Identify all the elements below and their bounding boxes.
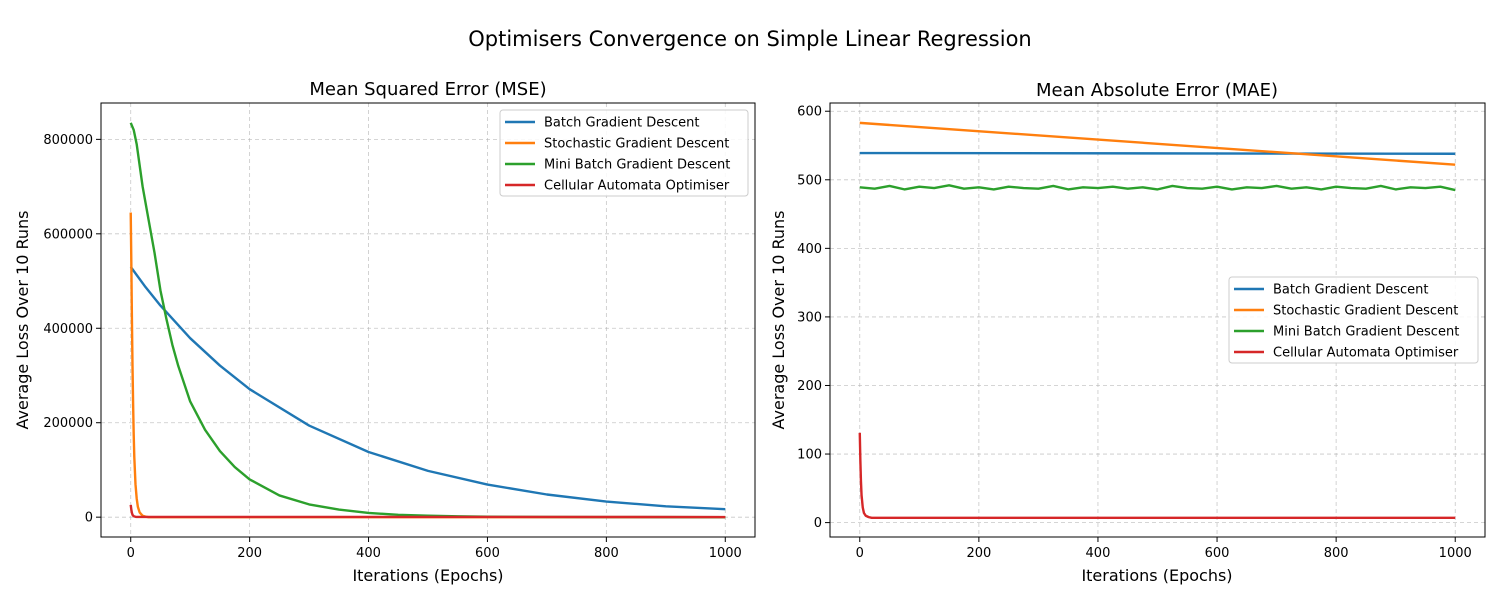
x-tick-label: 200 [966, 546, 991, 561]
legend-entry-stochastic-gradient-descent: Stochastic Gradient Descent [1273, 304, 1458, 319]
x-axis-label: Iterations (Epochs) [1081, 566, 1232, 585]
x-tick-label: 0 [127, 546, 135, 561]
y-axis-label: Average Loss Over 10 Runs [769, 211, 788, 430]
chart-mse: Mean Squared Error (MSE) Iterations (Epo… [13, 79, 756, 585]
legend-entry-batch-gradient-descent: Batch Gradient Descent [1273, 283, 1428, 298]
series-line-cellular-automata-optimiser [129, 504, 726, 519]
chart-mae: Mean Absolute Error (MAE) Iterations (Ep… [769, 80, 1486, 585]
legend-frame [1228, 276, 1479, 364]
x-tick-label: 1000 [709, 546, 742, 561]
y-tick-label: 200 [797, 379, 822, 394]
x-tick-label: 800 [594, 546, 619, 561]
series-line-mini-batch-gradient-descent [859, 184, 1456, 192]
legend: Batch Gradient Descent Stochastic Gradien… [499, 109, 749, 197]
y-tick-label: 600 [797, 105, 822, 120]
x-tick-label: 200 [237, 546, 262, 561]
y-tick-label: 0 [85, 511, 93, 526]
plot-frame [100, 102, 756, 538]
legend-entry-mini-batch-gradient-descent: Mini Batch Gradient Descent [544, 158, 730, 173]
legend-entry-mini-batch-gradient-descent: Mini Batch Gradient Descent [1273, 325, 1459, 340]
y-tick-label: 600000 [43, 227, 93, 242]
y-tick-label: 100 [797, 448, 822, 463]
legend-entry-stochastic-gradient-descent: Stochastic Gradient Descent [544, 137, 729, 152]
series-line-batch-gradient-descent [859, 151, 1456, 155]
figure-title: Optimisers Convergence on Simple Linear … [468, 27, 1031, 51]
legend: Batch Gradient Descent Stochastic Gradien… [1228, 276, 1479, 364]
series-lines [858, 121, 1456, 519]
x-axis-label: Iterations (Epochs) [352, 566, 503, 585]
y-axis-label: Average Loss Over 10 Runs [13, 211, 32, 430]
legend-frame [499, 109, 749, 197]
y-tick-label: 500 [797, 173, 822, 188]
x-tick-label: 600 [475, 546, 500, 561]
y-tick-label: 0 [814, 516, 822, 531]
series-line-cellular-automata-optimiser [858, 432, 1456, 519]
chart-title: Mean Squared Error (MSE) [309, 79, 546, 100]
series-lines [129, 122, 726, 519]
chart-title: Mean Absolute Error (MAE) [1036, 80, 1278, 101]
y-tick-label: 200000 [43, 416, 93, 431]
ticks: 0 200 400 600 800 1000 0 200000 400000 600000 8000… [43, 133, 741, 561]
x-tick-label: 400 [1086, 546, 1111, 561]
x-tick-label: 1000 [1439, 546, 1472, 561]
legend-entry-cellular-automata-optimiser: Cellular Automata Optimiser [544, 179, 730, 194]
x-tick-label: 600 [1205, 546, 1230, 561]
x-tick-label: 0 [856, 546, 864, 561]
x-tick-label: 400 [356, 546, 381, 561]
ticks: 0 200 400 600 800 1000 0 100 200 300 400 500 600 [797, 105, 1472, 561]
y-tick-label: 800000 [43, 133, 93, 148]
series-line-batch-gradient-descent [129, 266, 726, 511]
y-tick-label: 400 [797, 242, 822, 257]
legend-entry-cellular-automata-optimiser: Cellular Automata Optimiser [1273, 346, 1459, 361]
y-tick-label: 300 [797, 310, 822, 325]
plot-frame [829, 102, 1486, 538]
x-tick-label: 800 [1324, 546, 1349, 561]
legend-entry-batch-gradient-descent: Batch Gradient Descent [544, 116, 699, 131]
y-tick-label: 400000 [43, 322, 93, 337]
series-line-stochastic-gradient-descent [859, 121, 1456, 166]
